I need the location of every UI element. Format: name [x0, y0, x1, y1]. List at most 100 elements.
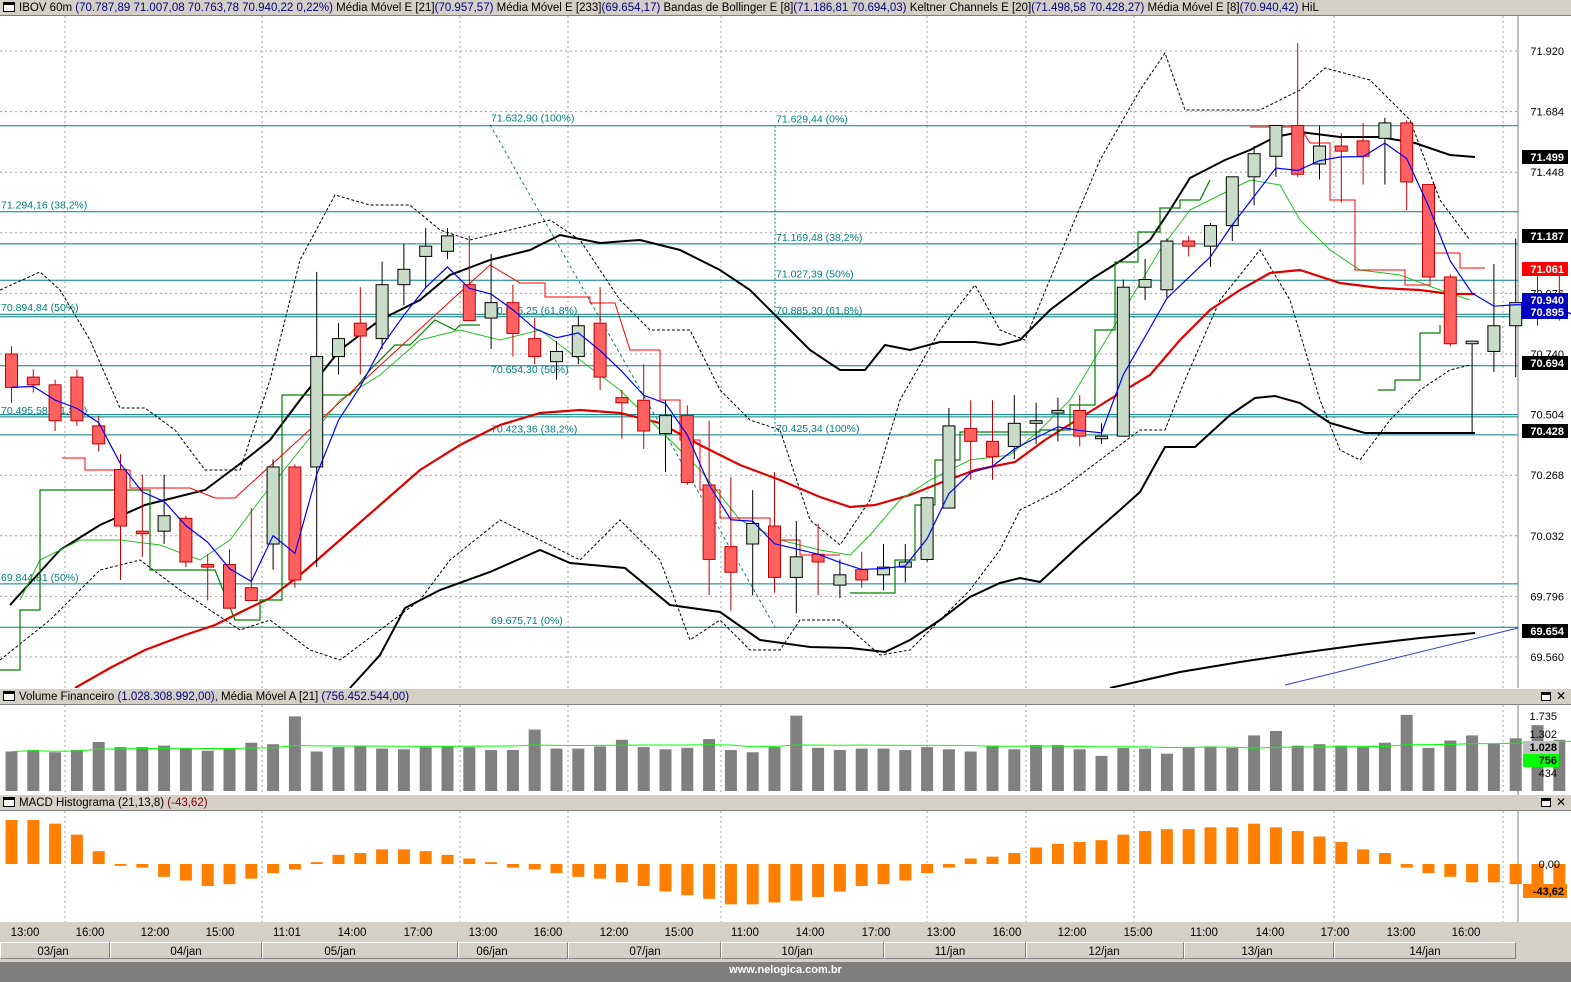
price-panel-header: IBOV 60m (70.787,89 71.007,08 70.763,78 …	[0, 0, 1571, 16]
volume-bar	[1073, 749, 1086, 791]
macd-bar	[92, 851, 105, 864]
volume-axis-label: 1.302	[1529, 729, 1557, 741]
hilo-red-line	[1250, 126, 1485, 286]
candle-body	[484, 302, 498, 319]
candle-body	[5, 353, 18, 388]
candle-body	[964, 427, 978, 442]
panel-menu-icon[interactable]	[3, 797, 15, 807]
date-axis-label: 06/jan	[476, 946, 508, 958]
moving-average-green-line	[19, 179, 1471, 601]
date-axis-label: 11/jan	[934, 946, 966, 958]
macd-bar	[615, 864, 628, 883]
maximize-icon[interactable]	[1541, 798, 1551, 807]
ema233-label: Média Móvel E [233]	[496, 2, 602, 14]
candle-body	[1225, 176, 1239, 227]
time-axis-label: 17:00	[1320, 927, 1350, 939]
panel-menu-icon[interactable]	[3, 2, 15, 12]
price-axis-label: 71.684	[1530, 107, 1564, 119]
volume-bar	[332, 747, 345, 791]
macd-bar	[441, 854, 454, 864]
volume-bar	[1466, 735, 1479, 791]
macd-chart[interactable]: 0,00 -43,62	[0, 811, 1571, 922]
macd-bar	[812, 864, 825, 897]
volume-bar	[5, 751, 18, 791]
macd-bar	[1357, 849, 1370, 864]
macd-bar	[376, 849, 389, 864]
time-axis-label: 11:00	[731, 927, 759, 939]
volume-bar	[1117, 747, 1130, 791]
macd-bar	[1487, 864, 1500, 883]
macd-bar	[1073, 842, 1086, 864]
panel-menu-icon[interactable]	[3, 691, 15, 701]
maximize-icon[interactable]	[1541, 692, 1551, 701]
macd-bar	[637, 864, 650, 886]
time-axis-label: 16:00	[533, 927, 563, 939]
macd-bar	[550, 864, 563, 874]
macd-bar	[201, 864, 214, 886]
candle-body	[1378, 122, 1392, 139]
candle-body	[898, 561, 912, 568]
date-cell	[458, 942, 568, 959]
price-chart[interactable]: 71.92071.68471.44871.21270.97670.74070.5…	[0, 16, 1571, 688]
fibonacci-label: 71.629,44 (0%)	[776, 114, 848, 126]
volume-label: Volume Financeiro	[19, 691, 115, 703]
candle-body	[1095, 435, 1108, 440]
macd-bar	[27, 820, 40, 864]
date-axis-label: 13/jan	[1241, 946, 1273, 958]
macd-bar	[746, 864, 759, 905]
candle-body	[266, 466, 280, 545]
macd-bar	[1466, 864, 1479, 883]
candle-body	[288, 466, 302, 581]
volume-bar	[419, 747, 432, 791]
volume-bar	[1139, 748, 1152, 791]
volume-bar	[833, 750, 846, 791]
volume-bar	[1422, 747, 1435, 791]
macd-bar	[921, 864, 934, 874]
time-axis-label: 15:00	[1123, 927, 1153, 939]
volume-bar	[594, 746, 607, 791]
candle-body	[332, 338, 345, 358]
macd-bar	[1335, 842, 1348, 864]
candle-body	[375, 284, 389, 340]
macd-bar	[179, 864, 192, 881]
time-axis-label: 15:00	[205, 927, 235, 939]
volume-ma-value: (756.452.544,00)	[321, 691, 410, 703]
close-icon[interactable]: ✕	[1555, 689, 1567, 703]
volume-bar	[1444, 740, 1457, 791]
volume-axis-label: 1.735	[1529, 711, 1557, 723]
volume-bar	[1226, 747, 1239, 791]
volume-bar	[855, 748, 868, 791]
price-axis-label: 70.504	[1530, 410, 1564, 422]
date-cell	[0, 942, 110, 959]
volume-panel-header: Volume Financeiro (1.028.308.992,00), Mé…	[0, 689, 1571, 705]
time-axis-label: 17:00	[861, 927, 891, 939]
candle-body	[310, 356, 324, 468]
bollinger-lower-line	[0, 249, 1471, 661]
volume-bar	[703, 739, 716, 791]
candle-body	[48, 384, 62, 422]
macd-bar	[833, 864, 846, 892]
fibonacci-label: 70.654,30 (50%)	[491, 364, 569, 376]
candle-body	[441, 235, 454, 252]
macd-bar	[1204, 827, 1217, 864]
price-tag-label: 71.499	[1530, 152, 1564, 164]
fibonacci-trend-line	[489, 124, 776, 628]
candle-body	[92, 425, 106, 445]
volume-ma-line	[11, 740, 1571, 752]
candle-body	[986, 440, 999, 458]
hilo-green-line	[1378, 325, 1441, 391]
price-tag	[1522, 262, 1568, 276]
fibonacci-label: 71.294,16 (38,2%)	[1, 200, 87, 212]
volume-bar	[1248, 735, 1261, 791]
candle-body	[223, 564, 236, 609]
close-icon[interactable]: ✕	[1555, 795, 1567, 809]
macd-bar	[1509, 864, 1522, 885]
macd-bar	[397, 849, 410, 864]
time-axis-label: 14:00	[337, 927, 367, 939]
volume-bar	[310, 751, 323, 791]
macd-bar	[419, 851, 432, 864]
candle-body	[768, 525, 781, 578]
time-axis-label: 17:00	[403, 927, 433, 939]
volume-bar	[812, 747, 825, 791]
